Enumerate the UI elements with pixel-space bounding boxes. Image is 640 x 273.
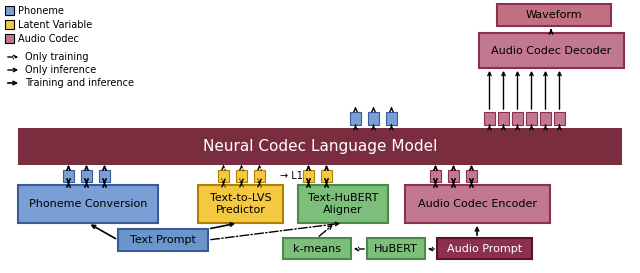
FancyBboxPatch shape — [298, 185, 388, 223]
FancyBboxPatch shape — [18, 128, 622, 165]
FancyBboxPatch shape — [99, 170, 110, 182]
FancyBboxPatch shape — [368, 112, 379, 125]
FancyBboxPatch shape — [5, 6, 14, 15]
FancyBboxPatch shape — [5, 34, 14, 43]
FancyBboxPatch shape — [526, 112, 537, 125]
FancyBboxPatch shape — [386, 112, 397, 125]
Text: Only inference: Only inference — [25, 65, 96, 75]
FancyBboxPatch shape — [350, 112, 361, 125]
FancyBboxPatch shape — [405, 185, 550, 223]
FancyBboxPatch shape — [303, 170, 314, 182]
FancyBboxPatch shape — [236, 170, 247, 182]
FancyBboxPatch shape — [512, 112, 523, 125]
Text: Audio Codec: Audio Codec — [18, 34, 79, 43]
FancyBboxPatch shape — [198, 185, 283, 223]
FancyBboxPatch shape — [118, 229, 208, 251]
FancyBboxPatch shape — [554, 112, 565, 125]
Text: Phoneme: Phoneme — [18, 5, 64, 16]
FancyBboxPatch shape — [540, 112, 551, 125]
Text: Only training: Only training — [25, 52, 88, 62]
FancyBboxPatch shape — [448, 170, 459, 182]
FancyBboxPatch shape — [63, 170, 74, 182]
FancyBboxPatch shape — [18, 185, 158, 223]
FancyBboxPatch shape — [484, 112, 495, 125]
FancyBboxPatch shape — [479, 33, 624, 68]
FancyBboxPatch shape — [5, 20, 14, 29]
Text: k-means: k-means — [293, 244, 341, 254]
Text: Text-HuBERT
Aligner: Text-HuBERT Aligner — [308, 193, 378, 215]
FancyBboxPatch shape — [466, 170, 477, 182]
Text: Training and inference: Training and inference — [25, 78, 134, 88]
FancyBboxPatch shape — [497, 4, 611, 26]
Text: Waveform: Waveform — [525, 10, 582, 20]
FancyBboxPatch shape — [254, 170, 265, 182]
Text: → L1 ←: → L1 ← — [280, 171, 314, 181]
FancyBboxPatch shape — [321, 170, 332, 182]
Text: Text Prompt: Text Prompt — [130, 235, 196, 245]
FancyBboxPatch shape — [283, 238, 351, 259]
FancyBboxPatch shape — [81, 170, 92, 182]
FancyBboxPatch shape — [498, 112, 509, 125]
FancyBboxPatch shape — [218, 170, 229, 182]
Text: Audio Codec Encoder: Audio Codec Encoder — [418, 199, 537, 209]
Text: Audio Codec Decoder: Audio Codec Decoder — [492, 46, 612, 55]
Text: Audio Prompt: Audio Prompt — [447, 244, 522, 254]
Text: Phoneme Conversion: Phoneme Conversion — [29, 199, 147, 209]
Text: Latent Variable: Latent Variable — [18, 19, 92, 29]
FancyBboxPatch shape — [367, 238, 425, 259]
Text: HuBERT: HuBERT — [374, 244, 418, 254]
FancyBboxPatch shape — [430, 170, 441, 182]
Text: Text-to-LVS
Predictor: Text-to-LVS Predictor — [210, 193, 271, 215]
FancyBboxPatch shape — [437, 238, 532, 259]
Text: Neural Codec Language Model: Neural Codec Language Model — [203, 139, 437, 154]
